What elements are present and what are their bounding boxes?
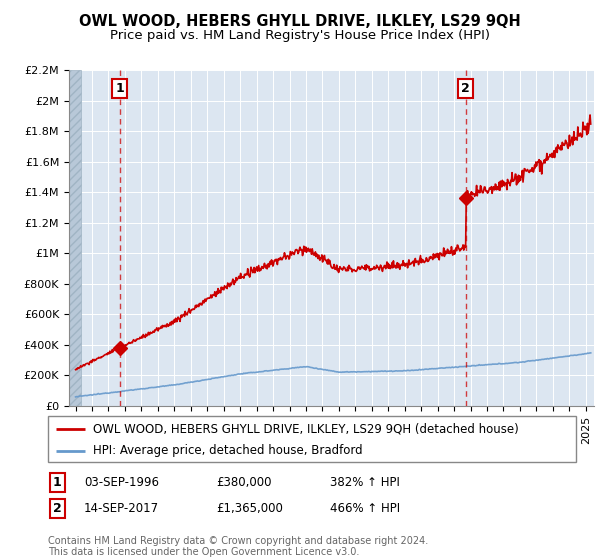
Text: OWL WOOD, HEBERS GHYLL DRIVE, ILKLEY, LS29 9QH (detached house): OWL WOOD, HEBERS GHYLL DRIVE, ILKLEY, LS… — [93, 422, 518, 436]
Text: 14-SEP-2017: 14-SEP-2017 — [84, 502, 159, 515]
Text: £380,000: £380,000 — [216, 476, 271, 489]
Text: 2: 2 — [461, 82, 470, 95]
Text: 03-SEP-1996: 03-SEP-1996 — [84, 476, 159, 489]
Text: Contains HM Land Registry data © Crown copyright and database right 2024.
This d: Contains HM Land Registry data © Crown c… — [48, 535, 428, 557]
Text: Price paid vs. HM Land Registry's House Price Index (HPI): Price paid vs. HM Land Registry's House … — [110, 29, 490, 42]
Text: HPI: Average price, detached house, Bradford: HPI: Average price, detached house, Brad… — [93, 444, 362, 457]
Text: 2: 2 — [53, 502, 61, 515]
Text: £1,365,000: £1,365,000 — [216, 502, 283, 515]
Text: 1: 1 — [53, 476, 61, 489]
Text: 1: 1 — [115, 82, 124, 95]
Bar — [69, 70, 82, 406]
Text: 382% ↑ HPI: 382% ↑ HPI — [330, 476, 400, 489]
Text: 466% ↑ HPI: 466% ↑ HPI — [330, 502, 400, 515]
Text: OWL WOOD, HEBERS GHYLL DRIVE, ILKLEY, LS29 9QH: OWL WOOD, HEBERS GHYLL DRIVE, ILKLEY, LS… — [79, 14, 521, 29]
